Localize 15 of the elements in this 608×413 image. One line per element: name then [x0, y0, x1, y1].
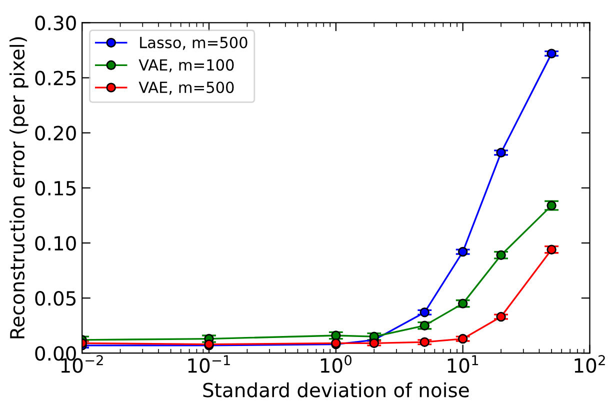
- x-tick-label: 10$^{2}$: [574, 355, 605, 373]
- y-tick-label: 0.30: [35, 16, 76, 30]
- x-tick-label: 10$^{−1}$: [188, 355, 230, 373]
- y-tick-label: 0.25: [35, 70, 76, 86]
- y-tick-label: 0.10: [35, 236, 76, 251]
- y-axis-title: Reconstruction error (per pixel): [10, 37, 28, 338]
- x-tick-label: 10$^{0}$: [320, 355, 352, 373]
- x-axis-title: Standard deviation of noise: [203, 382, 469, 398]
- y-tick-label: 0.05: [35, 291, 76, 306]
- legend-label: Lasso, m=500: [140, 36, 248, 50]
- legend-label: VAE, m=500: [138, 82, 234, 95]
- x-tick-label: 10$^{1}$: [448, 355, 478, 373]
- y-tick-label: 0.15: [35, 180, 76, 196]
- legend-label: VAE, m=100: [138, 59, 234, 72]
- y-tick-label: 0.20: [35, 126, 76, 141]
